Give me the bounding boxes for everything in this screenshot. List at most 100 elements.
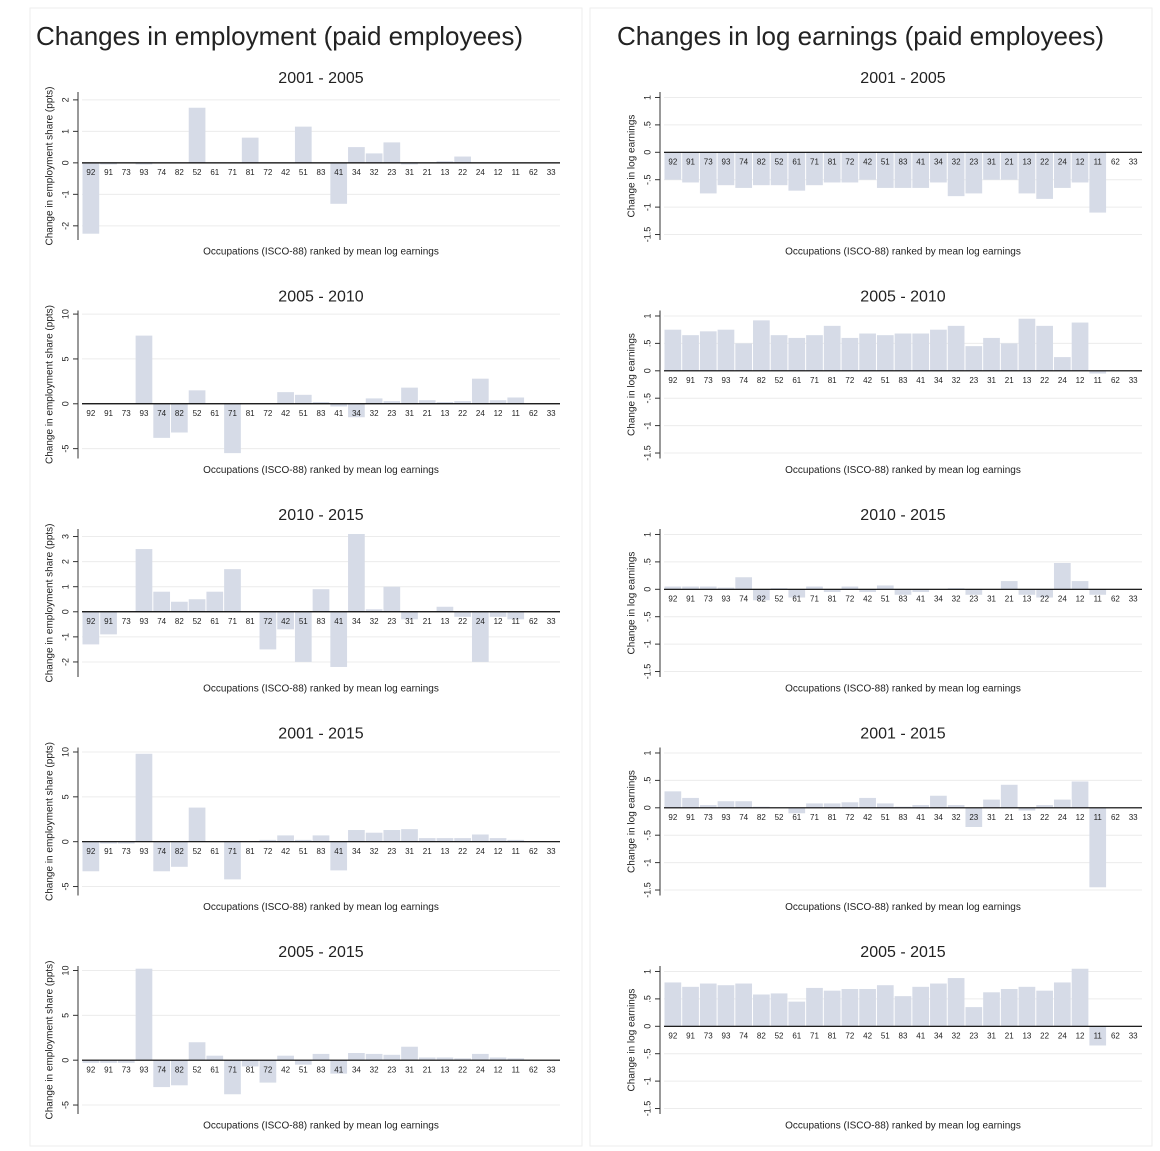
bar xyxy=(876,335,894,371)
bar xyxy=(383,401,401,404)
x-tick-label: 81 xyxy=(246,1065,255,1074)
x-tick-label: 61 xyxy=(792,376,801,385)
x-tick-label: 73 xyxy=(704,376,713,385)
x-tick-label: 32 xyxy=(952,1031,961,1040)
bar xyxy=(401,162,418,165)
bar xyxy=(717,985,735,1027)
bar xyxy=(806,586,823,590)
x-tick-label: 51 xyxy=(881,157,890,166)
y-tick-label: -1 xyxy=(642,422,652,430)
bar xyxy=(471,378,489,404)
y-tick-label: -5 xyxy=(60,883,70,891)
x-tick-label: 11 xyxy=(512,168,521,177)
y-tick-label: .5 xyxy=(642,777,652,785)
x-tick-label: 93 xyxy=(722,157,731,166)
x-tick-label: 73 xyxy=(704,1031,713,1040)
x-tick-label: 41 xyxy=(916,813,925,822)
bar xyxy=(401,387,418,404)
bar xyxy=(823,990,841,1027)
bar xyxy=(1018,152,1036,194)
y-tick-label: 0 xyxy=(60,1058,70,1063)
x-tick-label: 62 xyxy=(1111,157,1120,166)
x-tick-label: 83 xyxy=(899,1031,908,1040)
x-tick-label: 71 xyxy=(810,813,819,822)
x-tick-label: 52 xyxy=(775,376,784,385)
x-tick-label: 74 xyxy=(157,617,166,626)
bar xyxy=(788,152,806,191)
x-tick-label: 72 xyxy=(845,813,854,822)
x-tick-label: 73 xyxy=(704,594,713,603)
bar xyxy=(859,989,876,1027)
y-tick-label: .5 xyxy=(642,558,652,566)
bar xyxy=(436,606,454,612)
x-tick-label: 92 xyxy=(86,617,95,626)
bar xyxy=(135,968,153,1061)
x-tick-label: 42 xyxy=(863,157,872,166)
x-tick-label: 33 xyxy=(1129,157,1138,166)
x-tick-label: 61 xyxy=(210,847,219,856)
y-tick-label: -2 xyxy=(60,658,70,666)
x-tick-label: 24 xyxy=(1058,813,1067,822)
bar xyxy=(224,841,241,880)
bar xyxy=(717,587,735,590)
x-tick-label: 21 xyxy=(423,409,432,418)
bar xyxy=(735,152,753,188)
x-tick-label: 13 xyxy=(440,847,449,856)
y-tick-label: 0 xyxy=(60,160,70,165)
x-tick-label: 91 xyxy=(686,813,695,822)
x-tick-label: 81 xyxy=(246,847,255,856)
x-tick-label: 74 xyxy=(739,594,748,603)
bar xyxy=(770,993,788,1027)
x-tick-label: 24 xyxy=(476,1065,485,1074)
x-tick-label: 71 xyxy=(810,376,819,385)
y-tick-label: 1 xyxy=(60,584,70,589)
x-tick-label: 74 xyxy=(739,376,748,385)
bar xyxy=(788,589,806,598)
bar xyxy=(436,161,454,163)
bar xyxy=(206,591,224,612)
bar xyxy=(454,401,471,404)
x-tick-label: 51 xyxy=(299,409,308,418)
bar xyxy=(699,805,717,808)
y-tick-label: 1 xyxy=(642,532,652,537)
bar xyxy=(965,807,983,827)
x-tick-label: 42 xyxy=(281,409,290,418)
y-axis-label: Change in employment share (ppts) xyxy=(45,742,56,901)
x-tick-label: 33 xyxy=(547,168,556,177)
bar xyxy=(312,589,330,612)
x-tick-label: 21 xyxy=(423,617,432,626)
panel-frame xyxy=(589,7,1153,1147)
x-tick-label: 21 xyxy=(1005,594,1014,603)
bar xyxy=(859,152,876,180)
y-tick-label: 10 xyxy=(60,965,70,975)
bar xyxy=(312,401,330,404)
bar xyxy=(682,986,699,1027)
x-tick-label: 31 xyxy=(987,376,996,385)
bar xyxy=(699,152,717,194)
x-tick-label: 32 xyxy=(952,594,961,603)
x-axis-label: Occupations (ISCO-88) ranked by mean log… xyxy=(203,465,439,476)
x-tick-label: 62 xyxy=(1111,594,1120,603)
x-axis-label: Occupations (ISCO-88) ranked by mean log… xyxy=(203,902,439,913)
x-tick-label: 93 xyxy=(140,617,149,626)
bar xyxy=(841,152,859,183)
bar xyxy=(241,137,259,163)
y-tick-label: 1 xyxy=(60,129,70,134)
x-tick-label: 34 xyxy=(934,1031,943,1040)
bar xyxy=(1053,982,1071,1027)
x-tick-label: 34 xyxy=(934,594,943,603)
bar xyxy=(171,1060,188,1086)
x-tick-label: 34 xyxy=(934,376,943,385)
x-tick-label: 24 xyxy=(1058,594,1067,603)
x-tick-label: 23 xyxy=(969,1031,978,1040)
x-tick-label: 21 xyxy=(423,847,432,856)
bar xyxy=(876,985,894,1027)
bar xyxy=(1089,370,1107,374)
bar xyxy=(489,838,507,842)
x-tick-label: 22 xyxy=(458,1065,467,1074)
x-tick-label: 62 xyxy=(529,168,538,177)
y-tick-label: 1 xyxy=(642,750,652,755)
x-tick-label: 74 xyxy=(739,157,748,166)
x-tick-label: 13 xyxy=(440,409,449,418)
bar xyxy=(699,331,717,371)
